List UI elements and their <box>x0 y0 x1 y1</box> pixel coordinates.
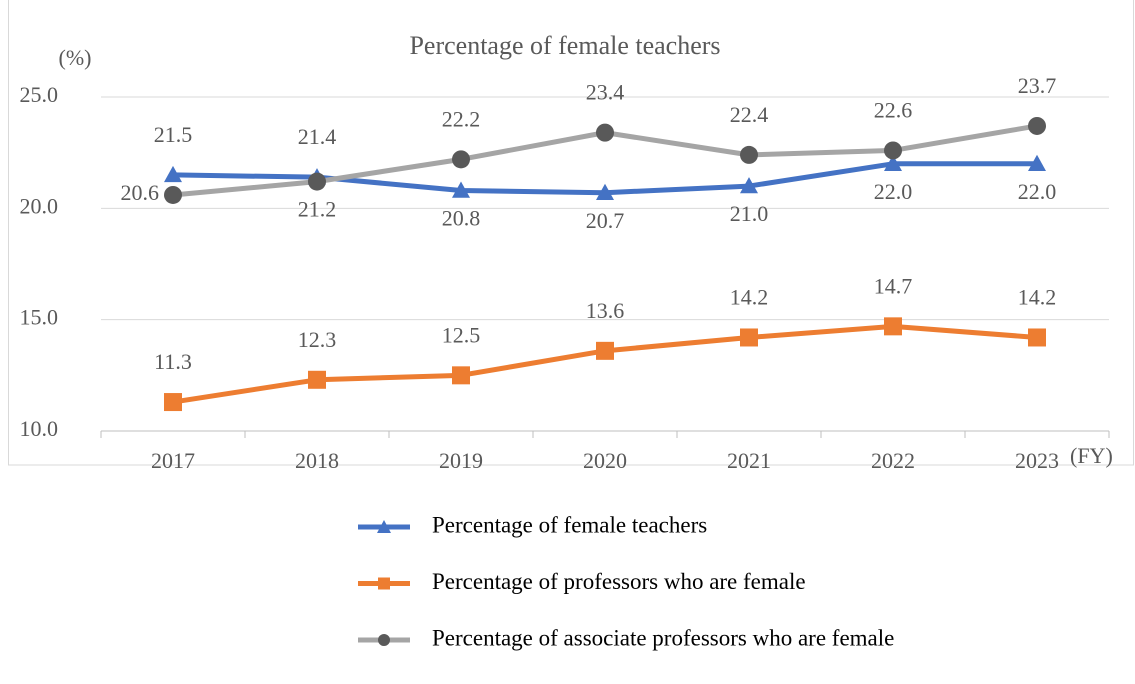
legend-label: Percentage of professors who are female <box>432 569 806 594</box>
marker <box>596 123 614 142</box>
marker <box>452 366 470 385</box>
marker <box>740 177 758 194</box>
y-axis-label: (%) <box>59 45 92 70</box>
x-tick-label: 2020 <box>583 448 627 473</box>
data-label: 12.5 <box>442 322 481 347</box>
data-label: 12.3 <box>298 327 337 352</box>
marker <box>164 393 182 412</box>
marker <box>452 181 470 198</box>
marker <box>452 150 470 169</box>
marker <box>164 185 182 204</box>
marker <box>1028 116 1046 135</box>
marker <box>740 328 758 347</box>
marker <box>308 172 326 191</box>
marker <box>596 341 614 360</box>
marker <box>740 145 758 164</box>
x-tick-label: 2017 <box>151 448 195 473</box>
data-label: 14.2 <box>1018 285 1057 310</box>
data-label: 20.6 <box>121 180 160 205</box>
legend-label: Percentage of associate professors who a… <box>432 625 894 650</box>
data-label: 23.4 <box>586 80 625 105</box>
y-tick-label: 10.0 <box>20 416 59 441</box>
x-tick-label: 2018 <box>295 448 339 473</box>
data-label: 21.2 <box>298 197 337 222</box>
data-label: 11.3 <box>154 349 192 374</box>
data-label: 14.2 <box>730 285 769 310</box>
legend-marker <box>378 634 390 646</box>
x-tick-label: 2023 <box>1015 448 1059 473</box>
data-label: 21.5 <box>154 122 193 147</box>
marker <box>1028 154 1046 171</box>
y-tick-label: 15.0 <box>20 305 59 330</box>
data-label: 20.7 <box>586 208 625 233</box>
x-tick-label: 2019 <box>439 448 483 473</box>
y-tick-label: 20.0 <box>20 193 59 218</box>
marker <box>164 165 182 183</box>
data-label: 22.6 <box>874 97 913 122</box>
data-label: 23.7 <box>1018 73 1057 98</box>
marker <box>308 370 326 389</box>
data-label: 13.6 <box>586 298 625 323</box>
x-tick-label: 2021 <box>727 448 771 473</box>
legend-label: Percentage of female teachers <box>432 512 707 537</box>
data-label: 14.7 <box>874 273 913 298</box>
data-label: 20.8 <box>442 206 481 231</box>
y-tick-label: 25.0 <box>20 82 59 107</box>
data-label: 21.4 <box>298 124 337 149</box>
data-label: 22.4 <box>730 102 769 127</box>
data-label: 22.0 <box>1018 179 1057 204</box>
x-tick-label: 2022 <box>871 448 915 473</box>
marker <box>884 317 902 336</box>
legend-marker <box>377 520 391 533</box>
marker <box>884 154 902 171</box>
chart-title: Percentage of female teachers <box>409 31 720 60</box>
legend-marker <box>378 577 390 590</box>
marker <box>596 183 614 200</box>
x-axis-label: (FY) <box>1070 443 1113 468</box>
marker <box>1028 328 1046 347</box>
chart-frame <box>8 0 1134 466</box>
data-label: 21.0 <box>730 201 769 226</box>
data-label: 22.2 <box>442 106 481 131</box>
data-label: 22.0 <box>874 179 913 204</box>
marker <box>884 141 902 160</box>
